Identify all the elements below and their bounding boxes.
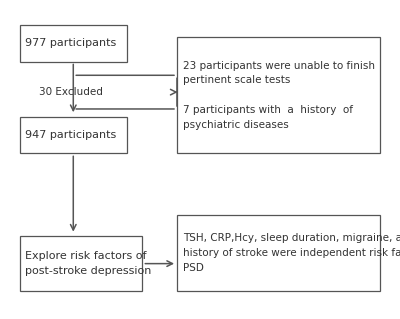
Text: Explore risk factors of
post-stroke depression: Explore risk factors of post-stroke depr…: [25, 251, 152, 276]
FancyBboxPatch shape: [20, 117, 127, 153]
Text: 947 participants: 947 participants: [25, 130, 116, 140]
Text: 23 participants were unable to finish
pertinent scale tests

7 participants with: 23 participants were unable to finish pe…: [183, 61, 375, 130]
FancyBboxPatch shape: [177, 215, 380, 291]
Text: 977 participants: 977 participants: [25, 38, 116, 48]
FancyBboxPatch shape: [20, 25, 127, 62]
FancyBboxPatch shape: [20, 236, 142, 291]
Text: 30 Excluded: 30 Excluded: [39, 87, 102, 97]
FancyBboxPatch shape: [177, 37, 380, 153]
Text: TSH, CRP,Hcy, sleep duration, migraine, and family
history of stroke were indepe: TSH, CRP,Hcy, sleep duration, migraine, …: [183, 233, 400, 273]
